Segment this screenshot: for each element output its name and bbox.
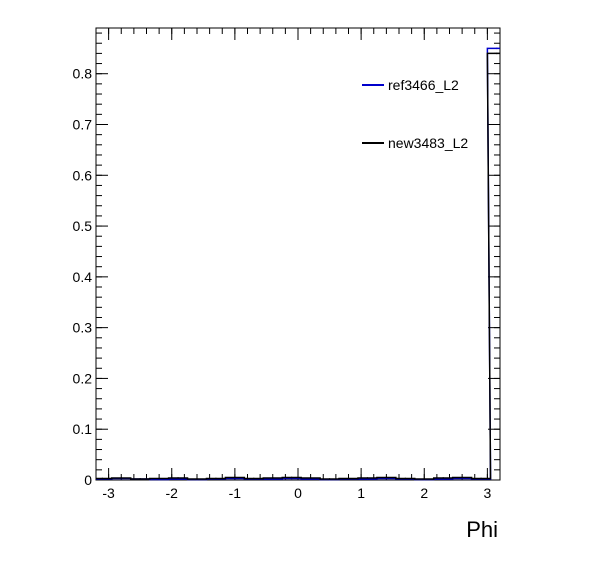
data-point bbox=[253, 477, 255, 480]
y-tick-label: 0 bbox=[84, 472, 92, 488]
y-tick-label: 0.7 bbox=[73, 116, 93, 132]
data-point bbox=[139, 478, 141, 480]
data-point bbox=[215, 477, 217, 480]
data-point bbox=[234, 476, 236, 479]
x-axis-title: Phi bbox=[466, 517, 498, 542]
legend-label-0: ref3466_L2 bbox=[388, 77, 459, 93]
data-point bbox=[461, 476, 463, 479]
data-point bbox=[404, 477, 407, 480]
data-point bbox=[366, 477, 369, 479]
data-point bbox=[496, 52, 498, 55]
data-point bbox=[385, 476, 388, 479]
data-point bbox=[177, 477, 179, 479]
series-line-1 bbox=[96, 52, 500, 480]
x-tick-label: 3 bbox=[483, 485, 491, 501]
x-tick-label: 1 bbox=[357, 485, 365, 501]
y-tick-label: 0.6 bbox=[73, 167, 93, 183]
data-point bbox=[423, 478, 426, 480]
series-layer bbox=[96, 47, 500, 481]
data-point bbox=[347, 477, 350, 480]
legend: ref3466_L2 new3483_L2 bbox=[362, 77, 468, 151]
data-point bbox=[328, 478, 331, 480]
data-point bbox=[101, 477, 104, 480]
x-tick-label: 0 bbox=[294, 485, 302, 501]
x-tick-label: -3 bbox=[102, 485, 115, 501]
y-tick-label: 0.2 bbox=[73, 370, 93, 386]
y-tick-label: 0.8 bbox=[73, 66, 93, 82]
data-point bbox=[271, 477, 274, 479]
x-tick-label: -2 bbox=[166, 485, 179, 501]
data-point bbox=[290, 476, 293, 479]
data-point bbox=[442, 477, 444, 479]
y-tick-label: 0.5 bbox=[73, 218, 93, 234]
axes: 0 0.1 0.2 0.3 0.4 0.5 0.6 0.7 0.8 -3 -2 -1 0 1 2 3 bbox=[73, 28, 501, 501]
data-point bbox=[309, 477, 312, 479]
plot-frame bbox=[95, 27, 501, 481]
data-point bbox=[480, 477, 482, 480]
data-point bbox=[120, 477, 123, 479]
x-tick-label: -1 bbox=[229, 485, 242, 501]
series-line-0 bbox=[96, 47, 500, 481]
data-point bbox=[158, 477, 160, 480]
y-tick-label: 0.1 bbox=[73, 421, 93, 437]
y-tick-label: 0.4 bbox=[73, 269, 93, 285]
data-point bbox=[496, 47, 498, 50]
y-tick-label: 0.3 bbox=[73, 320, 93, 336]
data-point bbox=[196, 478, 198, 480]
x-tick-label: 2 bbox=[420, 485, 428, 501]
legend-label-1: new3483_L2 bbox=[388, 135, 468, 151]
